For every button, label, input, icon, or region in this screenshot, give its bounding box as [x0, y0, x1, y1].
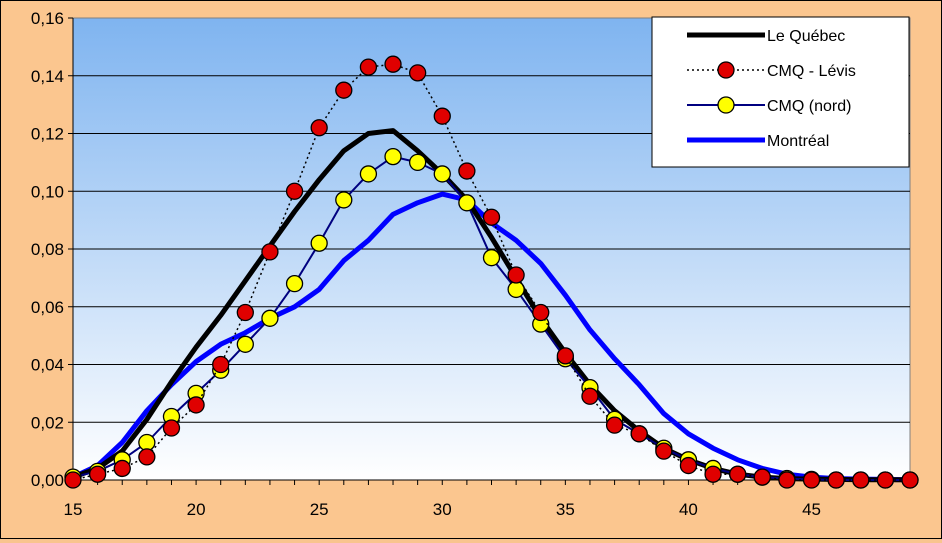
axes: 0,00 0,02 0,04 0,06 0,08 0,10 0,12 0,14 0,16 15 20… [31, 9, 911, 519]
data-point [285, 274, 304, 293]
data-point [236, 303, 254, 322]
data-point [408, 153, 427, 172]
legend-label: CMQ - Lévis [767, 63, 856, 80]
data-point [482, 249, 501, 267]
data-point [581, 387, 599, 405]
data-point [384, 147, 402, 166]
x-tick-label: 40 [679, 500, 698, 519]
y-tick-label: 0,10 [31, 182, 64, 201]
data-point [310, 119, 328, 137]
data-point [138, 433, 156, 452]
data-point [433, 165, 451, 183]
data-point [359, 58, 378, 76]
data-point [458, 162, 476, 180]
data-point [384, 55, 402, 73]
y-tick-label: 0,12 [31, 125, 64, 144]
data-point [507, 280, 525, 299]
data-point [729, 465, 747, 483]
data-point [88, 465, 107, 483]
data-point [507, 266, 525, 284]
legend-label: Le Québec [767, 28, 845, 45]
series-layer [64, 55, 919, 489]
data-point [605, 416, 624, 434]
data-point [778, 471, 796, 489]
data-point [261, 243, 279, 261]
data-point [335, 81, 353, 99]
y-tick-label: 0,04 [31, 356, 64, 375]
data-point [113, 459, 131, 478]
data-point [482, 208, 501, 226]
data-point [162, 419, 181, 437]
legend-label: Montréal [767, 133, 829, 150]
x-tick-label: 15 [64, 500, 83, 519]
data-point [458, 194, 476, 212]
legend-marker [717, 96, 735, 114]
x-tick-label: 20 [187, 500, 206, 519]
data-point [187, 396, 205, 414]
legend-item: Le Québec [687, 28, 845, 45]
x-tick-label: 30 [433, 500, 452, 519]
legend-item: CMQ (nord) [687, 96, 851, 115]
data-point [556, 347, 575, 365]
data-point [655, 442, 673, 460]
legend: Le Québec CMQ - Lévis CMQ (nord) Montréal [651, 16, 910, 168]
data-point [359, 165, 378, 183]
data-point [261, 309, 279, 327]
data-point [285, 182, 304, 200]
data-point [827, 471, 845, 489]
data-point [802, 471, 821, 489]
data-point [901, 471, 919, 489]
y-tick-label: 0,00 [31, 471, 64, 490]
data-point [630, 425, 648, 443]
data-point [679, 456, 698, 475]
y-tick-label: 0,14 [31, 67, 64, 86]
data-point [335, 191, 353, 209]
series-1 [64, 55, 919, 489]
data-point [138, 448, 156, 466]
y-tick-label: 0,16 [31, 9, 64, 28]
x-tick-label: 45 [802, 500, 821, 519]
data-point [212, 355, 230, 374]
y-tick-label: 0,06 [31, 298, 64, 317]
legend-item: Montréal [687, 133, 829, 150]
x-tick-label: 35 [556, 500, 575, 519]
data-point [408, 64, 427, 82]
legend-item: CMQ - Lévis [687, 61, 856, 80]
y-tick-label: 0,08 [31, 240, 64, 259]
data-point [704, 465, 722, 483]
legend-marker [717, 61, 735, 79]
x-tick-label: 25 [310, 500, 329, 519]
data-point [852, 471, 870, 489]
data-point [532, 303, 550, 322]
data-point [876, 471, 895, 489]
data-point [236, 335, 254, 353]
data-point [753, 468, 771, 486]
data-point [433, 107, 451, 125]
data-point [64, 471, 82, 489]
y-tick-label: 0,02 [31, 413, 64, 432]
data-point [310, 234, 328, 252]
legend-label: CMQ (nord) [767, 98, 851, 115]
